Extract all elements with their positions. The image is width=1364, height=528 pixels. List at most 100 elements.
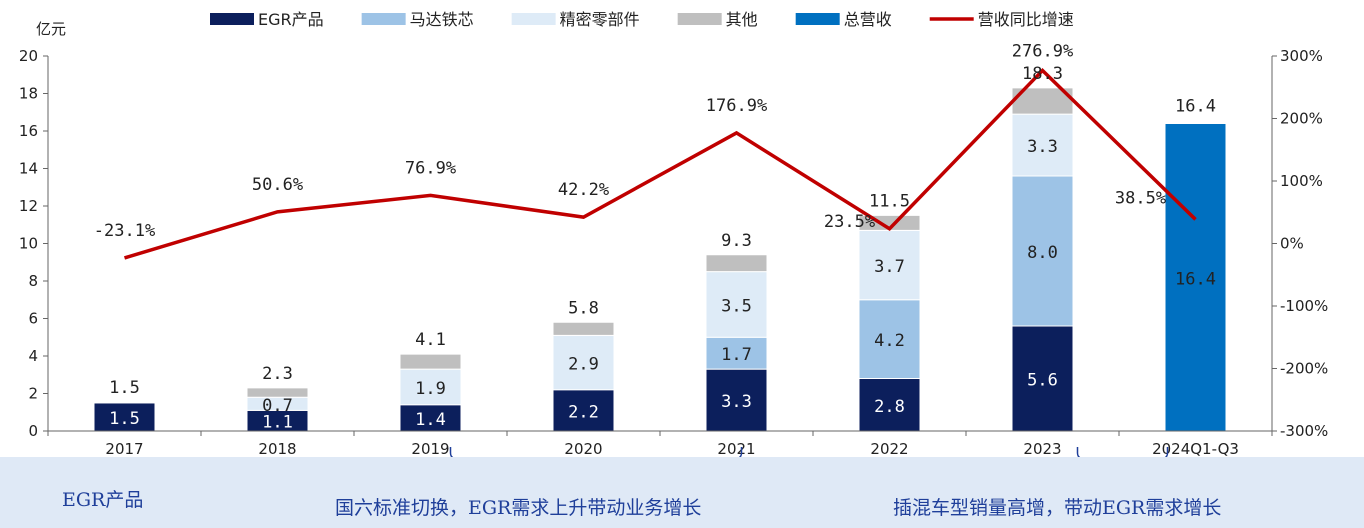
bar-segment-series-0 <box>705 368 768 432</box>
bar-value-label: 1.9 <box>415 379 446 399</box>
x-axis-tick-label: 2024Q1-Q3 <box>1152 440 1239 457</box>
left-axis-tick-label: 4 <box>28 347 38 365</box>
bar-segment-series-4 <box>1164 123 1227 432</box>
bar-segment-series-0 <box>1011 325 1074 432</box>
legend-swatch <box>361 13 406 25</box>
bar-value-label: 5.6 <box>1027 371 1058 391</box>
left-y-axis: 0 2 4 6 8 10 12 14 16 18 20 <box>19 47 49 440</box>
bar-value-label: 8.0 <box>1027 243 1058 263</box>
left-axis-tick-label: 18 <box>19 85 38 103</box>
x-axis-tick-label: 2018 <box>258 440 296 457</box>
bar-segment-series-1 <box>705 336 768 370</box>
growth-rate-label: 38.5% <box>1115 188 1166 208</box>
left-axis-tick-label: 0 <box>28 422 38 440</box>
right-y-axis: -300% -200% -100% 0% 100% 200% 300% <box>1271 47 1328 440</box>
bar-segment-series-0 <box>858 378 921 432</box>
growth-rate-label: 276.9% <box>1012 41 1073 61</box>
left-axis-tick-label: 8 <box>28 272 38 290</box>
annotation-panel: EGR产品 国六标准切换，EGR需求上升带动业务增长 插混车型销量高增，带动EG… <box>0 457 1364 528</box>
left-axis-tick-label: 10 <box>19 235 38 253</box>
bar-value-label: 3.3 <box>721 392 752 412</box>
growth-rate-label: -23.1% <box>94 221 155 241</box>
bar-segment-series-1 <box>858 299 921 379</box>
left-axis-tick-label: 20 <box>19 47 38 65</box>
legend-swatch <box>795 13 840 25</box>
x-axis-tick-label: 2019 <box>411 440 449 457</box>
left-axis-tick-label: 16 <box>19 122 38 140</box>
right-axis-tick-label: -100% <box>1280 297 1328 315</box>
y-axis-unit-label: 亿元 <box>36 20 66 38</box>
right-axis-tick-label: 100% <box>1280 172 1323 190</box>
growth-rate-label: 42.2% <box>558 180 609 200</box>
left-axis-tick-label: 6 <box>28 310 38 328</box>
bar-value-label: 1.1 <box>262 413 293 433</box>
bar-value-label: 0.7 <box>262 396 293 416</box>
legend-label: 马达铁芯 <box>410 10 474 29</box>
bar-total-label: 5.8 <box>568 298 599 318</box>
data-labels: 1.5 1.5 1.10.7 2.3 1.4 1.9 4.1 2.2 2.9 5.8 3.3 1.7 3… <box>94 41 1216 432</box>
panel-label-egr: EGR产品 <box>62 489 144 511</box>
legend-label: 其他 <box>726 10 758 29</box>
bar-segment-series-2 <box>1011 113 1074 177</box>
legend-swatch <box>511 13 556 25</box>
bar-segment-series-3 <box>93 401 156 404</box>
bar-total-label: 16.4 <box>1175 97 1216 117</box>
x-axis-tick-label: 2022 <box>870 440 908 457</box>
bar-segment-series-2 <box>552 334 615 391</box>
right-axis-tick-label: -300% <box>1280 422 1328 440</box>
x-axis: 2017 2018 2019 2020 2021 2022 2023 2024Q1-Q3 <box>47 430 1273 457</box>
left-axis-tick-label: 2 <box>28 385 38 403</box>
bar-segment-series-3 <box>399 353 462 370</box>
bar-value-label: 3.3 <box>1027 137 1058 157</box>
bar-total-label: 4.1 <box>415 330 446 350</box>
growth-rate-label: 50.6% <box>252 175 303 195</box>
right-axis-tick-label: 0% <box>1280 235 1304 253</box>
bar-value-label: 2.8 <box>874 397 905 417</box>
x-axis-tick-label: 2020 <box>564 440 602 457</box>
legend: EGR产品 马达铁芯 精密零部件 其他 总营收 营收同比增速 <box>210 10 1074 29</box>
bar-value-label: 2.2 <box>568 402 599 422</box>
legend-label: EGR产品 <box>258 10 324 29</box>
bar-total-label: 1.5 <box>109 378 140 398</box>
bar-segment-series-2 <box>399 368 462 406</box>
legend-label: 精密零部件 <box>560 10 640 29</box>
x-axis-tick-label: 2017 <box>105 440 143 457</box>
growth-rate-line <box>123 67 1197 260</box>
legend-label: 总营收 <box>844 10 892 29</box>
bar-total-label: 9.3 <box>721 231 752 251</box>
right-axis-tick-label: -200% <box>1280 360 1328 378</box>
bar-value-label: 2.9 <box>568 355 599 375</box>
legend-swatch <box>677 13 722 25</box>
right-axis-tick-label: 300% <box>1280 47 1323 65</box>
bar-total-label: 2.3 <box>262 364 293 384</box>
left-axis-tick-label: 12 <box>19 197 38 215</box>
x-axis-tick-label: 2021 <box>717 440 755 457</box>
growth-rate-label: 176.9% <box>706 96 767 116</box>
bar-value-label: 3.7 <box>874 257 905 277</box>
annotation-text-2019-2021: 国六标准切换，EGR需求上升带动业务增长 <box>335 497 702 519</box>
bar-segment-series-3 <box>246 387 309 398</box>
bar-value-label: 16.4 <box>1175 269 1216 289</box>
right-axis-tick-label: 200% <box>1280 110 1323 128</box>
growth-line-series <box>123 67 1197 260</box>
bar-value-label: 1.4 <box>415 410 446 430</box>
chart-canvas: EGR产品 马达铁芯 精密零部件 其他 总营收 营收同比增速 亿元 0 2 4 6 8 10 12 14… <box>19 10 1328 457</box>
bar-value-label: 4.2 <box>874 331 905 351</box>
bar-segment-series-3 <box>705 254 768 273</box>
bar-segment-series-2 <box>705 271 768 338</box>
bar-total-label: 11.5 <box>869 191 910 211</box>
bar-value-label: 1.5 <box>109 409 140 429</box>
growth-rate-label: 23.5% <box>824 212 875 232</box>
bar-total-label: 18.3 <box>1022 64 1063 84</box>
legend-label: 营收同比增速 <box>978 10 1074 29</box>
legend-swatch <box>210 13 254 25</box>
bar-segment-series-3 <box>552 321 615 336</box>
annotation-text-2023-2024: 插混车型销量高增，带动EGR需求增长 <box>893 497 1222 519</box>
bar-segment-series-2 <box>858 229 921 301</box>
growth-rate-label: 76.9% <box>405 158 456 178</box>
bar-segment-series-1 <box>1011 175 1074 327</box>
x-axis-tick-label: 2023 <box>1023 440 1061 457</box>
bar-value-label: 1.7 <box>721 345 752 365</box>
left-axis-tick-label: 14 <box>19 160 38 178</box>
bar-value-label: 3.5 <box>721 296 752 316</box>
